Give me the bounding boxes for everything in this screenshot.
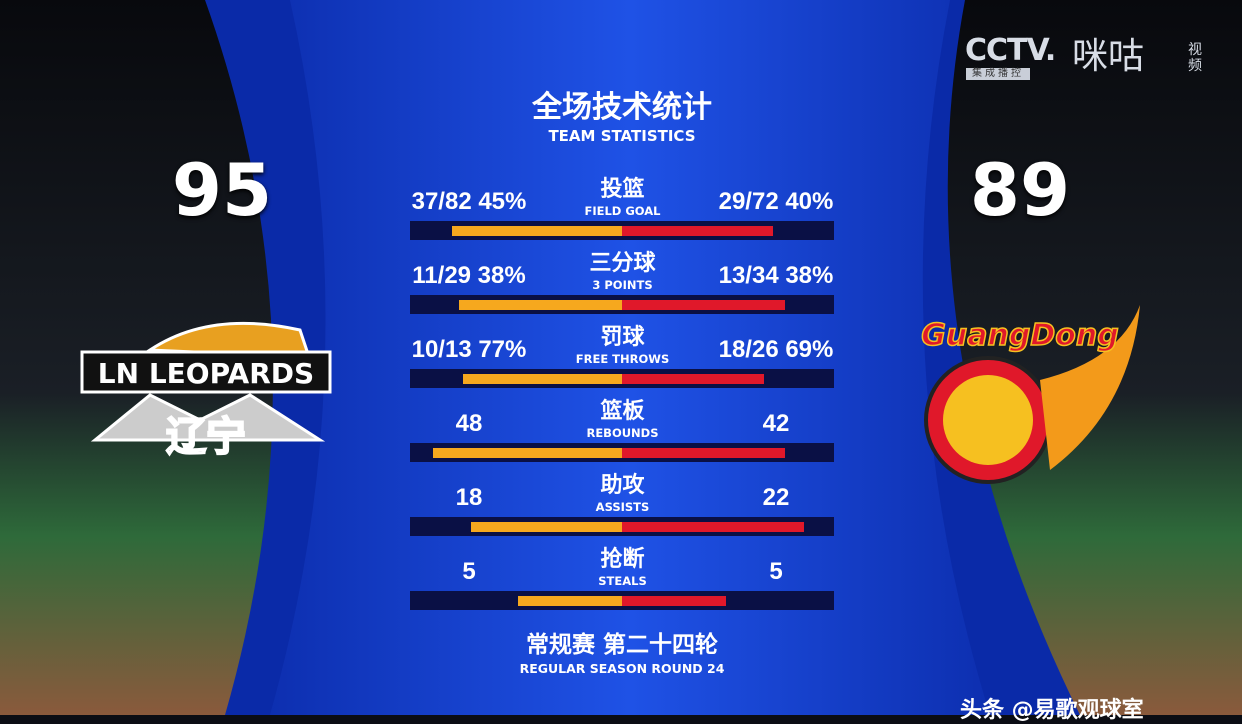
stat-row: 11/29 38% 三分球 3 POINTS 13/34 38% — [395, 252, 850, 328]
stat-row: 48 篮板 REBOUNDS 42 — [395, 400, 850, 476]
stat-row: 5 抢断 STEALS 5 — [395, 548, 850, 624]
round-label-en: REGULAR SEASON ROUND 24 — [519, 661, 725, 676]
away-stat-bar — [622, 374, 765, 384]
round-label: 常规赛 第二十四轮 — [525, 632, 718, 658]
stat-label-cn: 篮板 — [600, 399, 645, 424]
stat-bar-track — [410, 443, 834, 462]
stat-label-cn: 投篮 — [600, 177, 645, 202]
home-stat-bar — [518, 596, 622, 606]
stats-subtitle: TEAM STATISTICS — [548, 127, 696, 145]
home-stat-value: 48 — [455, 410, 483, 437]
stat-bar-track — [410, 369, 834, 388]
stat-label-en: ASSISTS — [595, 500, 650, 514]
stat-label-cn: 抢断 — [600, 547, 645, 572]
cctv-sub-label: 集成播控 — [966, 68, 1030, 80]
away-stat-bar — [622, 226, 773, 236]
stat-row: 37/82 45% 投篮 FIELD GOAL 29/72 40% — [395, 178, 850, 254]
home-score: 95 — [171, 148, 273, 232]
home-stat-value: 37/82 45% — [411, 188, 527, 215]
home-stat-value: 5 — [462, 558, 476, 585]
stat-bar-track — [410, 221, 834, 240]
migu-logo: 咪咕 — [1072, 36, 1145, 77]
away-stat-value: 42 — [762, 410, 790, 437]
away-stat-bar — [622, 448, 786, 458]
stat-label-en: FIELD GOAL — [584, 204, 661, 218]
stat-bar-track — [410, 517, 834, 536]
cctv-logo: CCTV. — [965, 33, 1056, 68]
stat-bar-track — [410, 295, 834, 314]
migu-sub-label: 视频 — [1188, 42, 1202, 74]
guangdong-logo: GuangDong — [921, 305, 1140, 484]
home-stat-value: 18 — [455, 484, 483, 511]
home-team-name: LN LEOPARDS — [98, 357, 314, 390]
stat-label-en: REBOUNDS — [586, 426, 659, 440]
away-stat-value: 5 — [769, 558, 783, 585]
stat-row: 10/13 77% 罚球 FREE THROWS 18/26 69% — [395, 326, 850, 402]
ln-leopards-logo: LN LEOPARDS 辽宁 — [80, 321, 332, 461]
away-stat-value: 18/26 69% — [718, 336, 834, 363]
away-stat-bar — [622, 522, 805, 532]
home-stat-value: 10/13 77% — [411, 336, 527, 363]
home-stat-bar — [433, 448, 622, 458]
home-team-name-cn: 辽宁 — [166, 414, 246, 460]
stat-row: 18 助攻 ASSISTS 22 — [395, 474, 850, 550]
away-stat-bar — [622, 300, 786, 310]
away-stat-value: 13/34 38% — [718, 262, 834, 289]
home-stat-bar — [471, 522, 622, 532]
stat-label-cn: 三分球 — [589, 251, 656, 276]
stats-title: 全场技术统计 — [532, 90, 712, 125]
away-stat-bar — [622, 596, 726, 606]
home-stat-bar — [463, 374, 622, 384]
stat-label-en: FREE THROWS — [575, 352, 670, 366]
stat-label-cn: 助攻 — [600, 473, 645, 498]
home-stat-bar — [452, 226, 622, 236]
watermark: 头条 @易歌观球室 — [960, 698, 1144, 723]
stat-label-cn: 罚球 — [600, 325, 645, 350]
panel-inner — [270, 0, 990, 715]
away-stat-value: 22 — [762, 484, 790, 511]
stat-label-en: 3 POINTS — [592, 278, 653, 292]
stat-bar-track — [410, 591, 834, 610]
away-stat-value: 29/72 40% — [718, 188, 834, 215]
stat-label-en: STEALS — [598, 574, 647, 588]
home-stat-value: 11/29 38% — [412, 262, 526, 289]
home-stat-bar — [458, 300, 622, 310]
away-score: 89 — [969, 148, 1071, 232]
away-team-name: GuangDong — [921, 318, 1118, 353]
